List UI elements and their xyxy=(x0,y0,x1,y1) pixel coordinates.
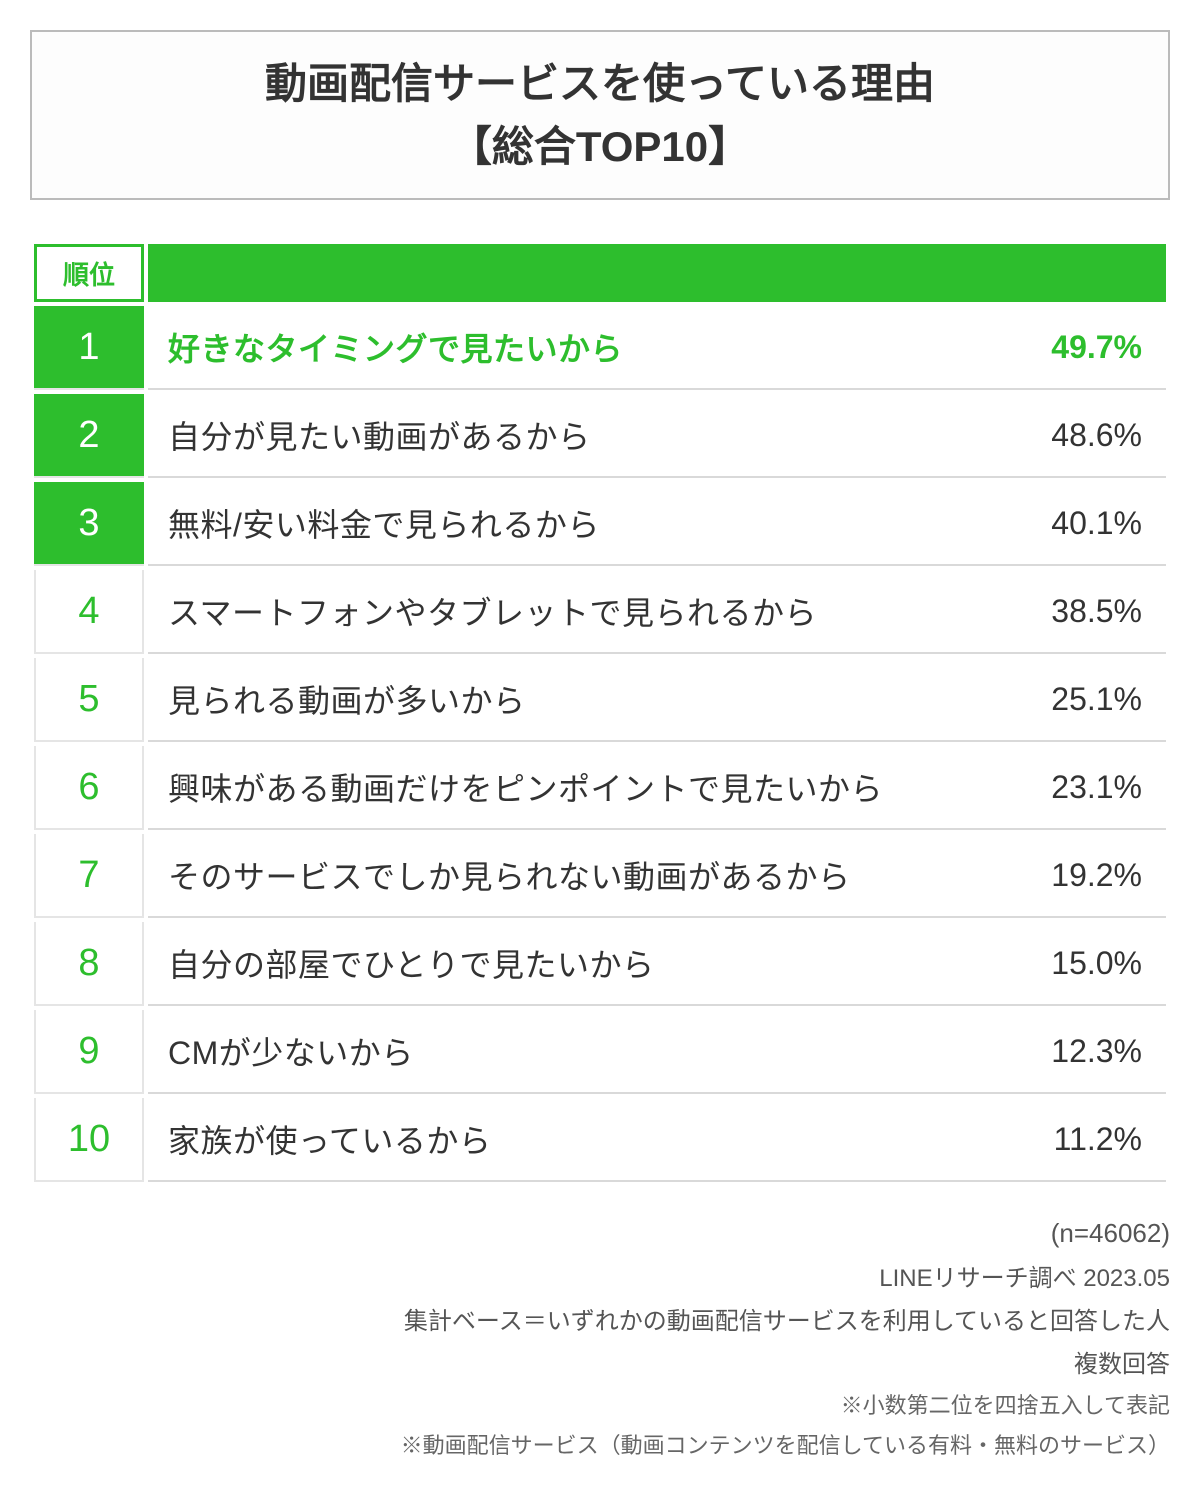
percent-text: 15.0% xyxy=(1051,945,1142,982)
table-row: 7 そのサービスでしか見られない動画があるから 19.2% xyxy=(34,834,1166,918)
table-row: 5 見られる動画が多いから 25.1% xyxy=(34,658,1166,742)
percent-text: 25.1% xyxy=(1051,681,1142,718)
content-cell: スマートフォンやタブレットで見られるから 38.5% xyxy=(148,570,1166,654)
content-cell: 無料/安い料金で見られるから 40.1% xyxy=(148,482,1166,566)
content-header-cell xyxy=(148,244,1166,302)
note-2: ※動画配信サービス（動画コンテンツを配信している有料・無料のサービス） xyxy=(30,1426,1170,1466)
reason-text: 好きなタイミングで見たいから xyxy=(168,324,623,370)
rank-cell: 6 xyxy=(34,746,144,830)
reason-text: 見られる動画が多いから xyxy=(168,676,526,722)
reason-text: そのサービスでしか見られない動画があるから xyxy=(168,852,851,898)
content-flex: 興味がある動画だけをピンポイントで見たいから 23.1% xyxy=(168,764,1142,810)
ranking-table: 順位 1 好きなタイミングで見たいから 49.7% 2 自分が見たい動画があるから 48.… xyxy=(30,240,1170,1186)
source-text: LINEリサーチ調べ 2023.05 xyxy=(30,1257,1170,1300)
percent-text: 48.6% xyxy=(1051,417,1142,454)
table-row: 9 CMが少ないから 12.3% xyxy=(34,1010,1166,1094)
table-row: 6 興味がある動画だけをピンポイントで見たいから 23.1% xyxy=(34,746,1166,830)
content-cell: 自分の部屋でひとりで見たいから 15.0% xyxy=(148,922,1166,1006)
reason-text: 自分の部屋でひとりで見たいから xyxy=(168,940,655,986)
content-flex: 無料/安い料金で見られるから 40.1% xyxy=(168,500,1142,546)
rank-cell: 3 xyxy=(34,482,144,566)
content-flex: 自分の部屋でひとりで見たいから 15.0% xyxy=(168,940,1142,986)
reason-text: 家族が使っているから xyxy=(168,1116,491,1162)
rank-cell: 10 xyxy=(34,1098,144,1182)
table-row: 1 好きなタイミングで見たいから 49.7% xyxy=(34,306,1166,390)
base-text: 集計ベース＝いずれかの動画配信サービスを利用していると回答した人 xyxy=(30,1300,1170,1343)
title-box: 動画配信サービスを使っている理由 【総合TOP10】 xyxy=(30,30,1170,200)
rank-cell: 4 xyxy=(34,570,144,654)
content-flex: 好きなタイミングで見たいから 49.7% xyxy=(168,324,1142,370)
content-cell: そのサービスでしか見られない動画があるから 19.2% xyxy=(148,834,1166,918)
content-flex: 見られる動画が多いから 25.1% xyxy=(168,676,1142,722)
percent-text: 11.2% xyxy=(1054,1121,1142,1158)
content-cell: 自分が見たい動画があるから 48.6% xyxy=(148,394,1166,478)
reason-text: 自分が見たい動画があるから xyxy=(168,412,591,458)
reason-text: スマートフォンやタブレットで見られるから xyxy=(168,588,817,634)
content-cell: 見られる動画が多いから 25.1% xyxy=(148,658,1166,742)
percent-text: 38.5% xyxy=(1051,593,1142,630)
footer: (n=46062) LINEリサーチ調べ 2023.05 集計ベース＝いずれかの… xyxy=(30,1210,1170,1466)
reason-text: 興味がある動画だけをピンポイントで見たいから xyxy=(168,764,883,810)
rank-header-cell: 順位 xyxy=(34,244,144,302)
table-row: 4 スマートフォンやタブレットで見られるから 38.5% xyxy=(34,570,1166,654)
rank-cell: 2 xyxy=(34,394,144,478)
table-row: 10 家族が使っているから 11.2% xyxy=(34,1098,1166,1182)
note-1: ※小数第二位を四捨五入して表記 xyxy=(30,1386,1170,1426)
percent-text: 12.3% xyxy=(1051,1033,1142,1070)
rank-cell: 1 xyxy=(34,306,144,390)
content-flex: CMが少ないから 12.3% xyxy=(168,1028,1142,1074)
title-line-1: 動画配信サービスを使っている理由 xyxy=(265,60,935,107)
page-title: 動画配信サービスを使っている理由 【総合TOP10】 xyxy=(62,52,1138,178)
content-flex: そのサービスでしか見られない動画があるから 19.2% xyxy=(168,852,1142,898)
title-line-2: 【総合TOP10】 xyxy=(450,123,750,170)
table-row: 2 自分が見たい動画があるから 48.6% xyxy=(34,394,1166,478)
rank-cell: 7 xyxy=(34,834,144,918)
content-cell: 好きなタイミングで見たいから 49.7% xyxy=(148,306,1166,390)
rank-cell: 9 xyxy=(34,1010,144,1094)
percent-text: 49.7% xyxy=(1051,329,1142,366)
multi-answer-text: 複数回答 xyxy=(30,1343,1170,1386)
content-flex: 自分が見たい動画があるから 48.6% xyxy=(168,412,1142,458)
sample-size: (n=46062) xyxy=(30,1210,1170,1257)
table-header-row: 順位 xyxy=(34,244,1166,302)
percent-text: 19.2% xyxy=(1051,857,1142,894)
table-row: 8 自分の部屋でひとりで見たいから 15.0% xyxy=(34,922,1166,1006)
percent-text: 40.1% xyxy=(1051,505,1142,542)
rank-cell: 8 xyxy=(34,922,144,1006)
content-flex: スマートフォンやタブレットで見られるから 38.5% xyxy=(168,588,1142,634)
reason-text: 無料/安い料金で見られるから xyxy=(168,500,600,546)
percent-text: 23.1% xyxy=(1051,769,1142,806)
reason-text: CMが少ないから xyxy=(168,1028,414,1074)
content-flex: 家族が使っているから 11.2% xyxy=(168,1116,1142,1162)
content-cell: 家族が使っているから 11.2% xyxy=(148,1098,1166,1182)
rank-cell: 5 xyxy=(34,658,144,742)
table-row: 3 無料/安い料金で見られるから 40.1% xyxy=(34,482,1166,566)
content-cell: CMが少ないから 12.3% xyxy=(148,1010,1166,1094)
content-cell: 興味がある動画だけをピンポイントで見たいから 23.1% xyxy=(148,746,1166,830)
